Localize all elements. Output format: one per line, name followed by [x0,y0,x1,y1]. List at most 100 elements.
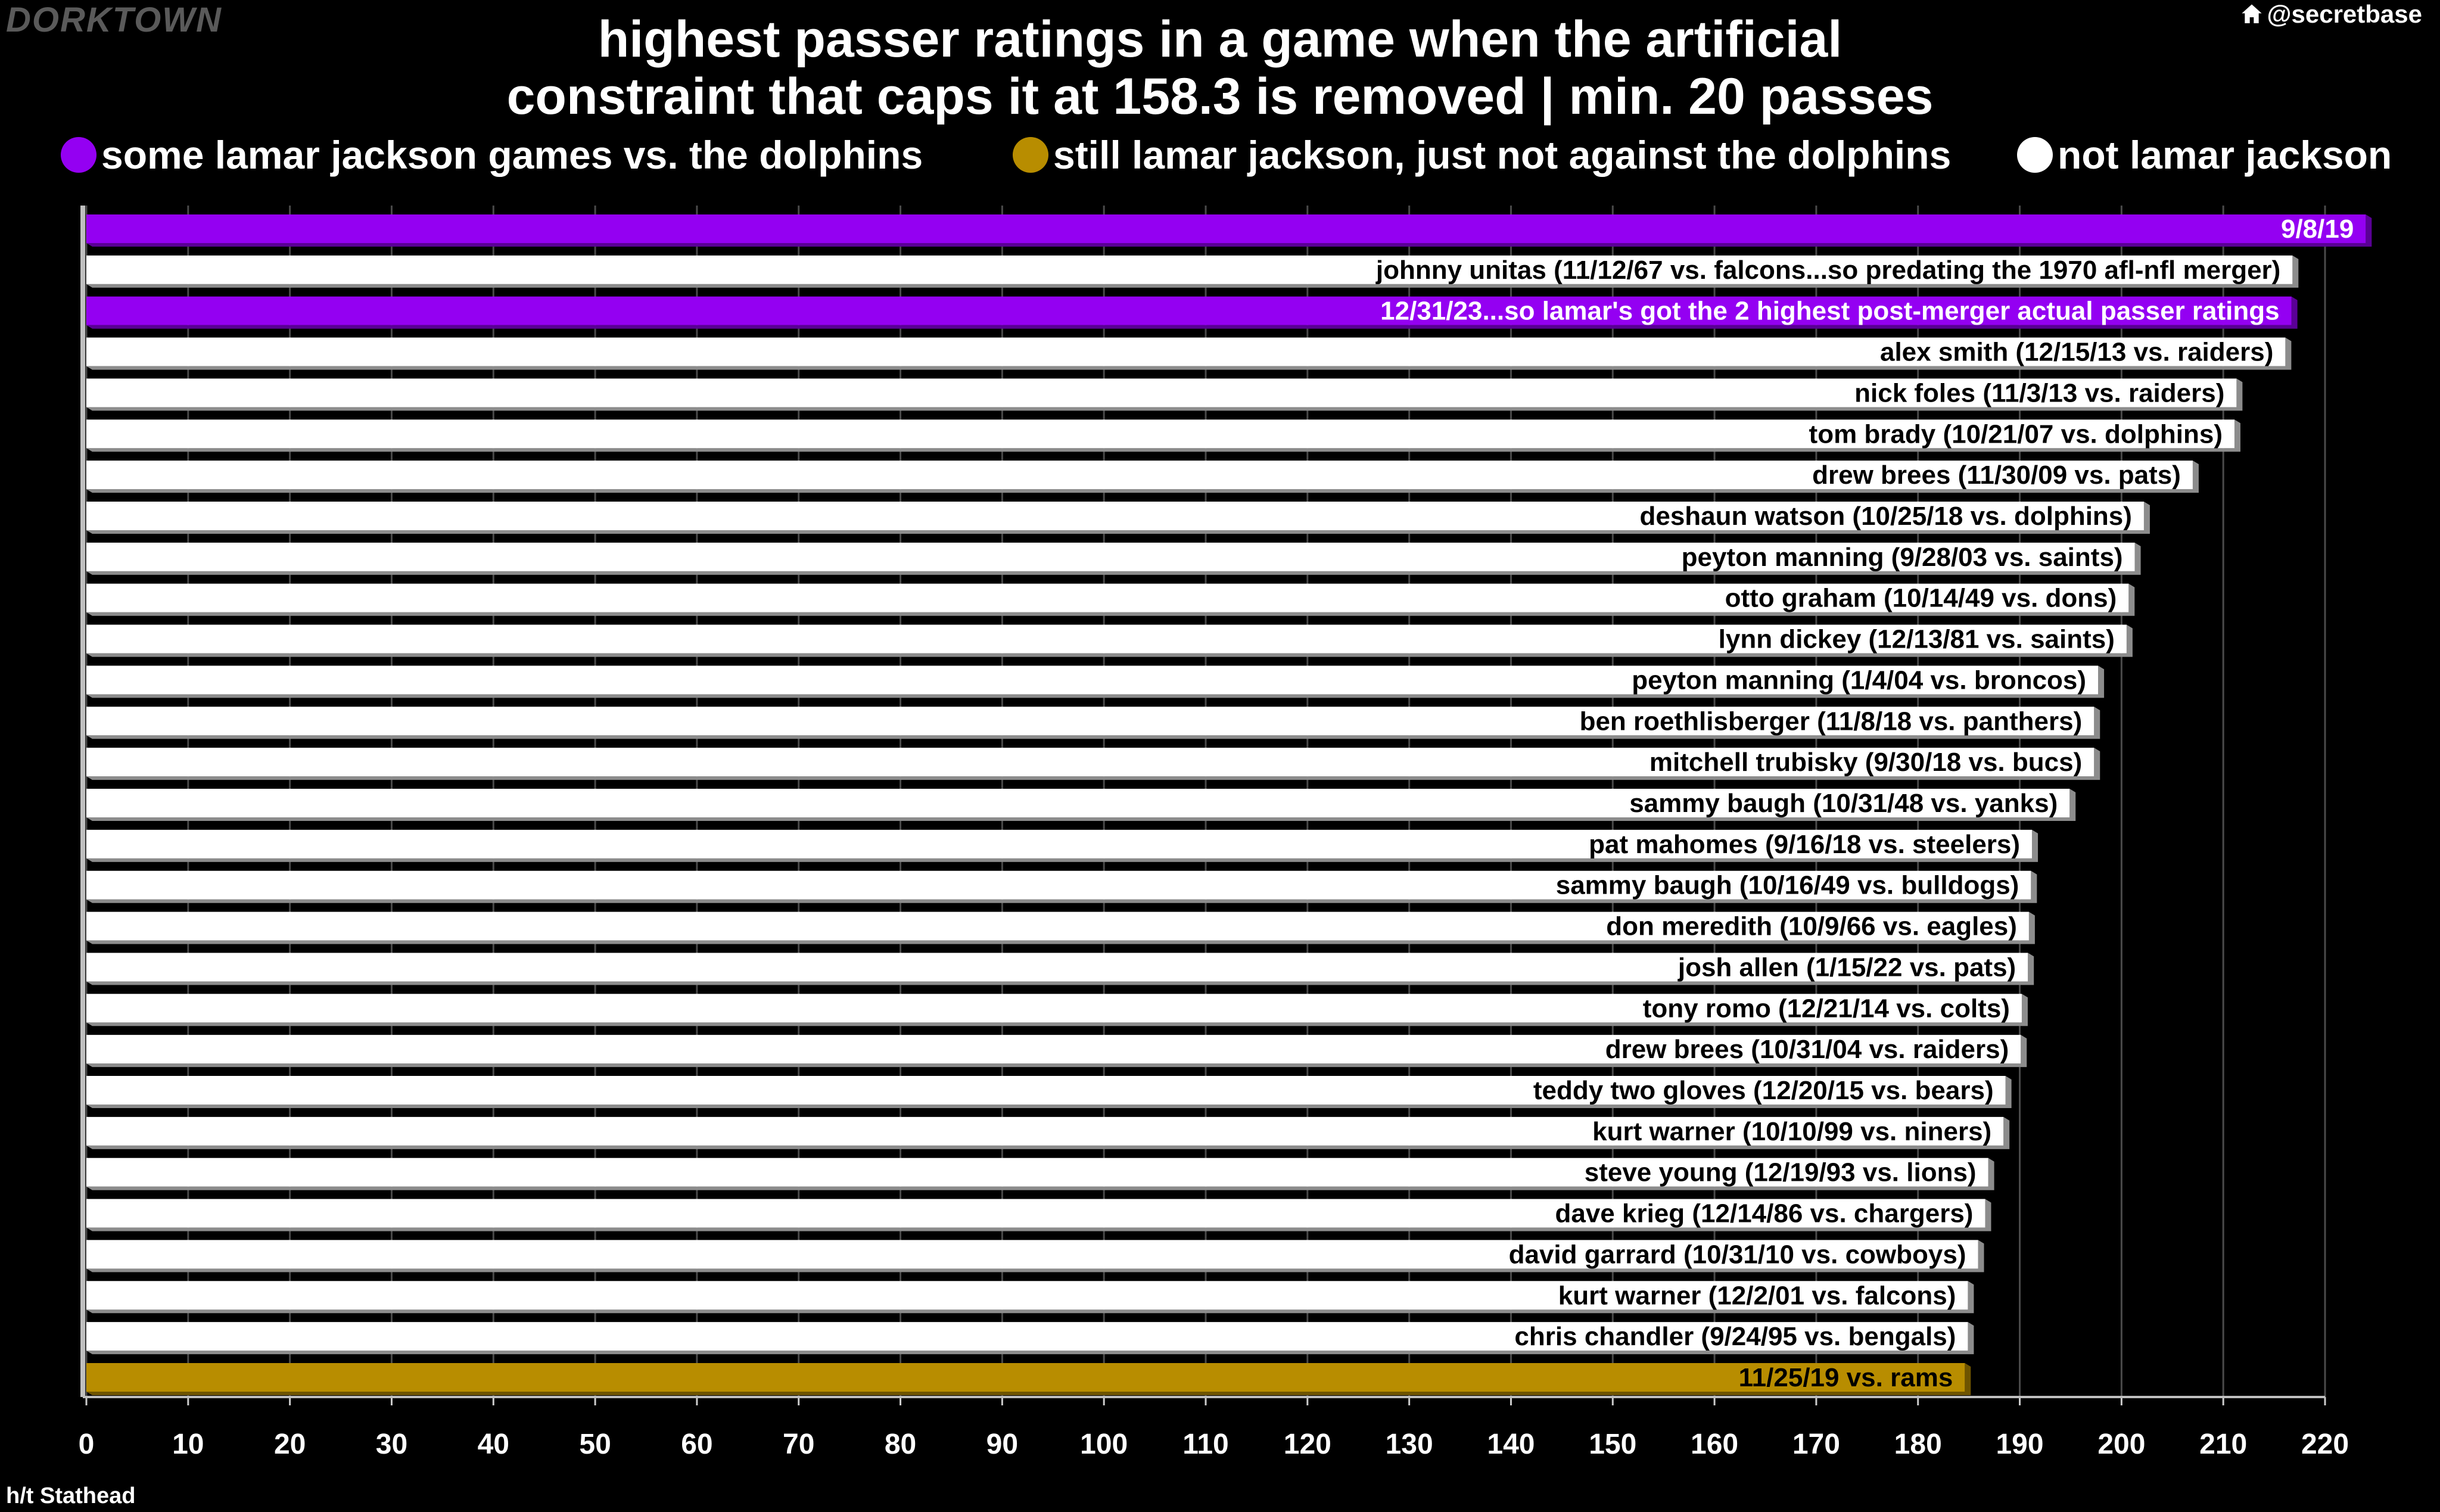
bar [86,624,2127,654]
bar-shadow [86,255,2299,288]
bar-label: pat mahomes (9/16/18 vs. steelers) [1589,830,2020,859]
bar [86,829,2033,858]
bar-shadow [86,337,2292,370]
bar-shadow [86,461,2199,493]
x-tick-label: 110 [1182,1429,1228,1460]
bar [86,911,2029,941]
bar [86,296,2292,325]
bar-label: tom brady (10/21/07 vs. dolphins) [1809,419,2223,449]
bar-label: kurt warner (12/2/01 vs. falcons) [1558,1281,1956,1310]
bar [86,419,2234,449]
bar [86,748,2094,777]
bar-shadow [86,1281,1974,1314]
bar-label: steve young (12/19/93 vs. lions) [1585,1158,1977,1187]
legend-swatch-purple [61,137,97,173]
bar-label: david garrard (10/31/10 vs. cowboys) [1509,1240,1966,1269]
bar-label: ben roethlisberger (11/8/18 vs. panthers… [1580,707,2083,736]
bar-label: josh allen (1/15/22 vs. pats) [1678,953,2016,982]
legend-label-dolphins: some lamar jackson games vs. the dolphin… [101,133,923,177]
legend-item-lamar: still lamar jackson, just not against th… [1013,132,1951,178]
bar-shadow [86,829,2038,862]
x-tick-label: 100 [1080,1429,1128,1460]
legend-swatch-white [2017,137,2053,173]
bar-label: deshaun watson (10/25/18 vs. dolphins) [1639,502,2131,531]
bar-shadow [86,911,2035,944]
bar-shadow [86,214,2372,247]
bar-shadow [86,583,2135,616]
x-tick-label: 80 [885,1429,916,1460]
x-tick-label: 200 [2097,1429,2145,1460]
handle-link[interactable]: @secretbase [2240,0,2422,29]
x-tick-label: 0 [79,1429,95,1460]
x-tick-label: 130 [1386,1429,1433,1460]
x-tick-label: 20 [274,1429,306,1460]
bar [86,1116,2004,1146]
legend-label-other: not lamar jackson [2058,133,2392,177]
x-tick-label: 220 [2301,1429,2349,1460]
bar-shadow [86,378,2243,411]
bar [86,1035,2021,1064]
bar [86,1199,1985,1228]
bar-shadow [86,1158,1994,1190]
legend-item-other: not lamar jackson [2017,132,2392,178]
bar-label: drew brees (10/31/04 vs. raiders) [1605,1035,2009,1064]
x-tick-label: 210 [2199,1429,2247,1460]
bar [86,583,2129,612]
bar [86,337,2286,366]
bar [86,665,2099,695]
bar-label: otto graham (10/14/49 vs. dons) [1725,584,2117,613]
legend-label-lamar: still lamar jackson, just not against th… [1053,133,1952,177]
bar [86,1240,1978,1269]
source-credit: h/t Stathead [6,1483,136,1508]
bar [86,542,2135,571]
bar-label: dave krieg (12/14/86 vs. chargers) [1555,1199,1973,1228]
bar-label: peyton manning (9/28/03 vs. saints) [1682,543,2123,572]
bar-label: lynn dickey (12/13/81 vs. saints) [1719,625,2115,654]
bar-shadow [86,419,2240,452]
bar-label: sammy baugh (10/16/49 vs. bulldogs) [1556,871,2019,900]
bar-shadow [86,1240,1984,1273]
bar-label: chris chandler (9/24/95 vs. bengals) [1514,1322,1956,1351]
x-tick-label: 190 [1996,1429,2043,1460]
bar [86,1158,1988,1187]
bar-shadow [86,1199,1991,1231]
x-tick-label: 70 [783,1429,814,1460]
legend-swatch-gold [1013,137,1048,173]
bar-label: 11/25/19 vs. rams [1739,1363,1953,1392]
bar-shadow [86,502,2150,534]
bar-shadow [86,789,2076,821]
x-tick-label: 10 [172,1429,204,1460]
bar-shadow [86,542,2141,575]
bar-label: mitchell trubisky (9/30/18 vs. bucs) [1650,748,2082,777]
brand-logo: DORKTOWN [6,1,222,39]
bar-shadow [86,1363,1971,1395]
bar [86,461,2193,490]
bar-label: johnny unitas (11/12/67 vs. falcons...so… [1375,256,2280,285]
x-tick-label: 50 [579,1429,611,1460]
x-tick-label: 170 [1792,1429,1840,1460]
bar-label: teddy two gloves (12/20/15 vs. bears) [1533,1076,1994,1105]
bar-shadow [86,665,2105,698]
bar [86,953,2028,982]
bar [86,255,2293,284]
bar [86,502,2144,530]
bar [86,789,2070,817]
bar [86,1076,2006,1105]
bar-shadow [86,624,2133,657]
bar-shadow [86,870,2037,903]
bar [86,1281,1968,1310]
handle-text: @secretbase [2267,0,2422,28]
legend-item-dolphins: some lamar jackson games vs. the dolphin… [61,132,923,178]
bar-label: 9/8/19 [2281,214,2354,244]
bar-label: 12/31/23...so lamar's got the 2 highest … [1380,297,2279,326]
bar-shadow [86,953,2034,985]
x-tick-label: 120 [1284,1429,1331,1460]
bar-shadow [86,994,2028,1026]
bar-shadow [86,1076,2012,1108]
bar-shadow [86,1116,2010,1149]
x-tick-label: 150 [1589,1429,1636,1460]
bar-label: alex smith (12/15/13 vs. raiders) [1880,338,2273,367]
bar-shadow [86,748,2100,780]
bar [86,994,2022,1023]
